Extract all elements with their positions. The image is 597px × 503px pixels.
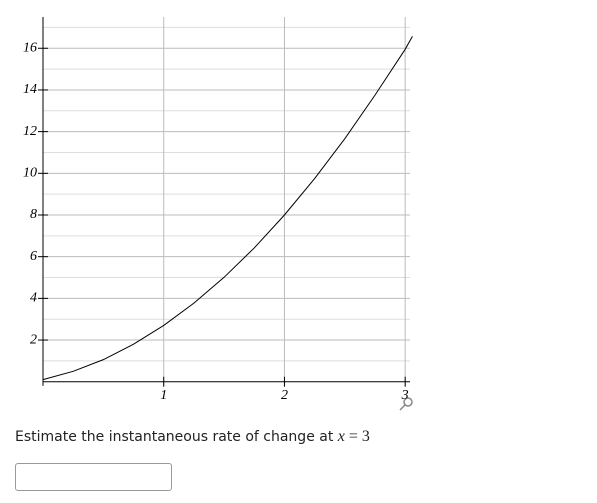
x-tick-label: 3	[401, 388, 409, 403]
y-tick-label: 14	[23, 82, 37, 97]
question-var: x	[337, 428, 345, 445]
answer-input[interactable]	[15, 463, 172, 491]
question: Estimate the instantaneous rate of chang…	[15, 428, 370, 446]
x-tick-label: 1	[160, 388, 167, 403]
question-eq: = 3	[348, 428, 370, 445]
y-tick-label: 16	[23, 40, 37, 55]
zoom-icon[interactable]	[399, 397, 413, 411]
y-tick-label: 12	[23, 124, 37, 139]
y-tick-label: 2	[30, 332, 37, 347]
y-tick-label: 6	[30, 249, 37, 264]
y-tick-label: 4	[30, 291, 37, 306]
y-tick-label: 10	[23, 166, 37, 181]
curve	[42, 36, 413, 381]
x-tick-label: 2	[281, 388, 288, 403]
question-text: Estimate the instantaneous rate of chang…	[15, 429, 334, 445]
y-tick-label: 8	[30, 207, 37, 222]
